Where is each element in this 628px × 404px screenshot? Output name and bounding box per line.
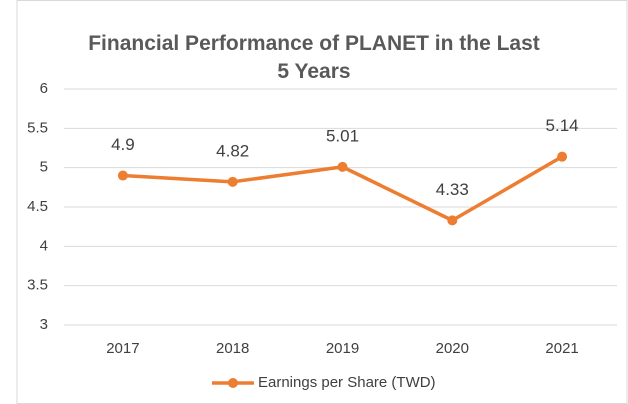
data-point bbox=[557, 151, 568, 162]
y-tick-label: 3.5 bbox=[27, 277, 48, 294]
y-tick-label: 6 bbox=[40, 80, 48, 97]
y-tick-label: 4 bbox=[40, 237, 48, 254]
data-point bbox=[337, 161, 348, 172]
data-point bbox=[227, 176, 238, 187]
data-point bbox=[117, 170, 128, 181]
legend-label: Earnings per Share (TWD) bbox=[258, 374, 436, 391]
y-tick-label: 3 bbox=[40, 316, 48, 333]
data-label: 5.14 bbox=[546, 116, 579, 135]
y-tick-label: 4.5 bbox=[27, 198, 48, 215]
data-label: 4.82 bbox=[216, 141, 249, 160]
chart-title: Financial Performance of PLANET in the L… bbox=[88, 32, 540, 83]
x-tick-label: 2019 bbox=[326, 340, 359, 357]
x-tick-label: 2021 bbox=[545, 340, 578, 357]
x-tick-label: 2018 bbox=[216, 340, 249, 357]
x-tick-label: 2020 bbox=[436, 340, 469, 357]
data-label: 5.01 bbox=[326, 126, 359, 145]
data-point bbox=[447, 215, 458, 226]
y-tick-label: 5 bbox=[40, 159, 48, 176]
y-tick-label: 5.5 bbox=[27, 119, 48, 136]
legend-marker bbox=[228, 378, 238, 388]
data-label: 4.33 bbox=[436, 180, 469, 199]
x-tick-label: 2017 bbox=[106, 340, 139, 357]
data-label: 4.9 bbox=[111, 135, 135, 154]
